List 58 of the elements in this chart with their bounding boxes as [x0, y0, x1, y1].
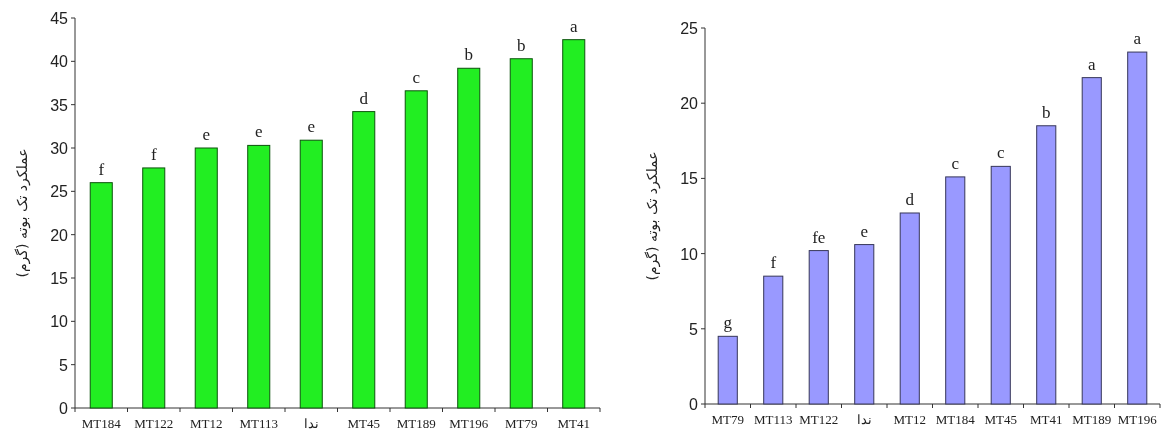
data-label: e — [860, 221, 869, 241]
data-label: g — [723, 313, 733, 333]
x-tick-label: MT122 — [134, 416, 174, 431]
data-label: a — [569, 16, 578, 36]
data-label: a — [1133, 29, 1142, 49]
x-tick-label: MT41 — [1030, 412, 1063, 427]
data-label: b — [517, 35, 526, 55]
data-label: a — [1087, 54, 1096, 74]
data-label: c — [996, 143, 1005, 163]
x-tick-label: MT12 — [893, 412, 926, 427]
y-tick-label: 0 — [689, 396, 699, 413]
data-label: fe — [812, 227, 826, 247]
data-label: c — [412, 67, 421, 87]
y-tick-label: 25 — [680, 20, 699, 37]
x-tick-label: ندا — [303, 416, 319, 431]
data-label: f — [770, 253, 777, 273]
data-label: b — [464, 45, 473, 65]
x-tick-label: MT196 — [449, 416, 489, 431]
data-label: f — [98, 159, 105, 179]
x-tick-label: MT79 — [505, 416, 538, 431]
y-tick-label: 5 — [689, 320, 699, 338]
y-tick-label: 20 — [680, 95, 699, 113]
x-tick-label: MT184 — [81, 416, 122, 431]
y-tick-label: 40 — [50, 53, 69, 71]
x-tick-label: MT113 — [239, 416, 279, 431]
data-label: d — [905, 189, 915, 209]
y-tick-label: 5 — [59, 356, 69, 374]
y-tick-label: 25 — [50, 183, 69, 201]
data-label: d — [359, 88, 369, 108]
y-tick-label: 10 — [680, 245, 699, 263]
data-label: e — [254, 122, 263, 142]
y-tick-label: 10 — [50, 313, 69, 331]
data-label: c — [951, 153, 960, 173]
x-tick-label: MT189 — [396, 416, 436, 431]
data-label: b — [1042, 102, 1051, 122]
y-tick-label: 45 — [50, 10, 69, 27]
x-tick-label: MT122 — [799, 412, 839, 427]
data-label: e — [307, 117, 316, 137]
y-axis-title: عملکرد تک بوته (گرم) — [644, 151, 661, 281]
x-tick-label: MT184 — [935, 412, 976, 427]
x-tick-label: MT189 — [1072, 412, 1112, 427]
x-tick-label: MT79 — [711, 412, 744, 427]
x-tick-label: ندا — [856, 412, 872, 427]
x-tick-label: MT45 — [347, 416, 380, 431]
x-tick-label: MT41 — [557, 416, 590, 431]
data-label: f — [150, 144, 157, 164]
x-tick-label: MT196 — [1117, 412, 1158, 427]
data-label: e — [202, 125, 211, 144]
y-tick-label: 15 — [50, 270, 69, 287]
y-tick-label: 15 — [680, 170, 699, 188]
y-tick-label: 0 — [59, 400, 69, 417]
y-tick-label: 35 — [50, 96, 69, 114]
y-tick-label: 30 — [50, 140, 69, 157]
y-tick-label: 20 — [50, 226, 69, 244]
x-tick-label: MT12 — [190, 416, 223, 431]
x-tick-label: MT113 — [753, 412, 793, 427]
x-tick-label: MT45 — [984, 412, 1017, 427]
y-axis-title: عملکرد تک بوته (گرم) — [14, 148, 31, 278]
